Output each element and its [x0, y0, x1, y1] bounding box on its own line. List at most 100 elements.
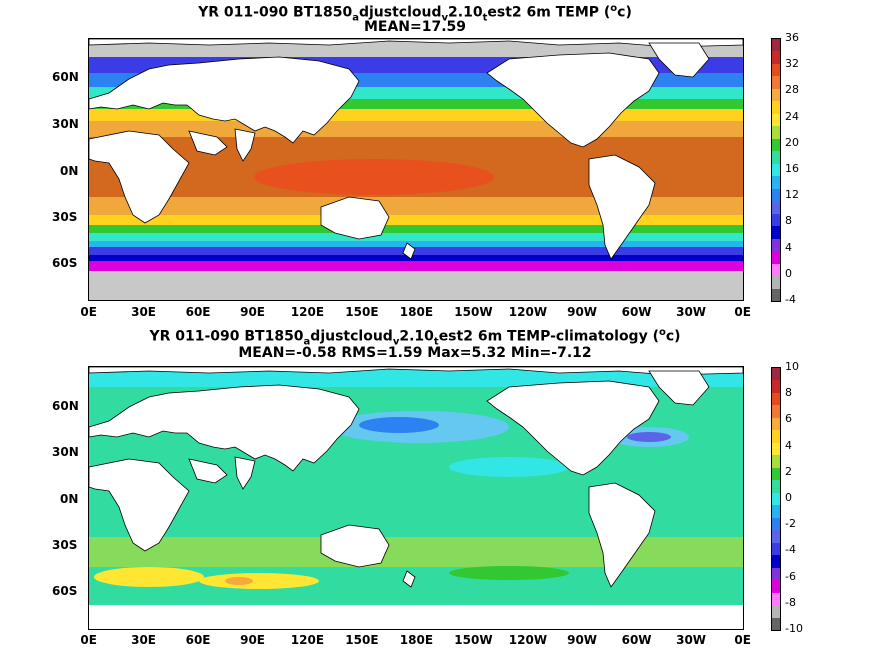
lon-tick: 90W: [567, 305, 598, 319]
top-title-sub: t: [482, 12, 488, 24]
lon-tick: 90W: [567, 633, 598, 647]
lat-tick: 30S: [52, 210, 78, 224]
colorbar-segment: [772, 51, 780, 65]
colorbar-segment: [772, 417, 780, 431]
top-stats: MEAN=17.59: [363, 19, 467, 35]
lon-tick: 120W: [508, 305, 548, 319]
arctic-land: [89, 367, 743, 376]
bottom-stats: MEAN=-0.58 RMS=1.59 Max=5.32 Min=-7.12: [238, 345, 592, 361]
colorbar-label: -10: [785, 622, 803, 635]
colorbar-label: 0: [785, 491, 792, 504]
colorbar-segment: [772, 430, 780, 444]
lon-tick: 60W: [621, 633, 652, 647]
africa-land: [89, 130, 190, 224]
ocean-band-mid-south: [89, 215, 743, 227]
warm-pool: [254, 159, 494, 195]
colorbar-label: 12: [785, 188, 799, 202]
colorbar-segment: [772, 88, 780, 102]
top-temperature-map: [88, 38, 744, 301]
bottom-title-sub: t: [433, 336, 439, 348]
colorbar-segment: [772, 163, 780, 177]
anomaly-southern-band: [89, 537, 743, 567]
colorbar-label: 2: [785, 464, 792, 478]
lon-tick: 150W: [454, 633, 493, 647]
lat-tick: 60N: [52, 70, 79, 84]
ocean-band-subtropical-north: [89, 121, 743, 139]
colorbar-segment: [772, 592, 780, 606]
antarctic-ice-mask: [89, 271, 743, 300]
lat-tick: 0N: [60, 164, 79, 178]
lon-tick: 60W: [621, 305, 652, 319]
lon-tick: 30W: [676, 305, 707, 319]
colorbar-label: -6: [785, 569, 796, 583]
colorbar-segment: [772, 176, 780, 190]
colorbar-segment: [772, 455, 780, 469]
lon-tick: 0E: [80, 633, 97, 647]
india-land: [234, 128, 256, 162]
lon-tick: 60E: [185, 633, 211, 647]
colorbar-segment: [772, 467, 780, 481]
colorbar-label: -8: [785, 595, 796, 609]
colorbar-segment: [772, 126, 780, 140]
north-america-land: [486, 380, 660, 476]
arabia-land: [188, 458, 228, 484]
anomaly-east-pacific: [449, 457, 569, 477]
colorbar-segment: [772, 101, 780, 115]
ocean-band-subtropical-south: [89, 197, 743, 217]
colorbar-segment: [772, 580, 780, 594]
colorbar-segment: [772, 617, 780, 631]
ocean-band-antarctic: [89, 261, 743, 273]
lat-tick: 30N: [52, 117, 79, 131]
ocean-band-temperate-south: [89, 225, 743, 235]
lon-tick: 150E: [345, 305, 379, 319]
colorbar-label: 8: [785, 214, 792, 228]
bottom-title-sub: v: [392, 336, 400, 348]
colorbar-label: 8: [785, 386, 792, 400]
colorbar-label: -4: [785, 293, 796, 306]
lat-tick: 30S: [52, 538, 78, 552]
south-america-land: [588, 482, 656, 588]
bottom-map-svg: [89, 367, 743, 629]
lon-tick: 0E: [80, 305, 97, 319]
bottom-anomaly-map: [88, 366, 744, 630]
colorbar-segment: [772, 188, 780, 202]
lat-tick: 60S: [52, 584, 78, 598]
lat-tick: 60N: [52, 399, 79, 413]
colorbar-segment: [772, 368, 780, 381]
top-title-part: c): [617, 4, 632, 21]
top-title-sub: v: [441, 12, 449, 24]
india-land: [234, 456, 256, 490]
land-outlines: [89, 39, 743, 260]
anomaly-south-indian-warm: [199, 573, 319, 589]
colorbar-segment: [772, 555, 780, 569]
lon-tick: 120E: [290, 305, 325, 319]
colorbar-segment: [772, 213, 780, 227]
colorbar-label: 28: [785, 83, 799, 97]
colorbar-segment: [772, 492, 780, 506]
greenland-land: [648, 42, 710, 78]
colorbar-segment: [772, 251, 780, 265]
colorbar-label: 24: [785, 109, 799, 123]
lon-tick: 180E: [399, 305, 434, 319]
colorbar-segment: [772, 517, 780, 531]
lon-tick: 0E: [734, 305, 751, 319]
ocean-band-cool-south: [89, 233, 743, 243]
bottom-title-part: c): [665, 328, 681, 345]
bottom-title-part: est2 6m TEMP-climatology (: [438, 328, 659, 345]
africa-land: [89, 458, 190, 552]
north-america-land: [486, 52, 660, 148]
colorbar-segment: [772, 405, 780, 419]
colorbar-label: 16: [785, 162, 799, 175]
lon-tick: 150E: [345, 633, 379, 647]
greenland-land: [648, 370, 710, 406]
colorbar-segment: [772, 113, 780, 127]
top-title-part: 2.10: [448, 4, 483, 21]
colorbar-label: 10: [785, 360, 799, 373]
lon-tick: 30E: [131, 305, 156, 319]
colorbar-segment: [772, 505, 780, 519]
anomaly-south-indian-core: [225, 577, 253, 585]
lat-tick: 0N: [60, 492, 79, 506]
colorbar-segment: [772, 480, 780, 494]
anomaly-south-atlantic-warm: [94, 567, 204, 587]
colorbar-segment: [772, 151, 780, 165]
